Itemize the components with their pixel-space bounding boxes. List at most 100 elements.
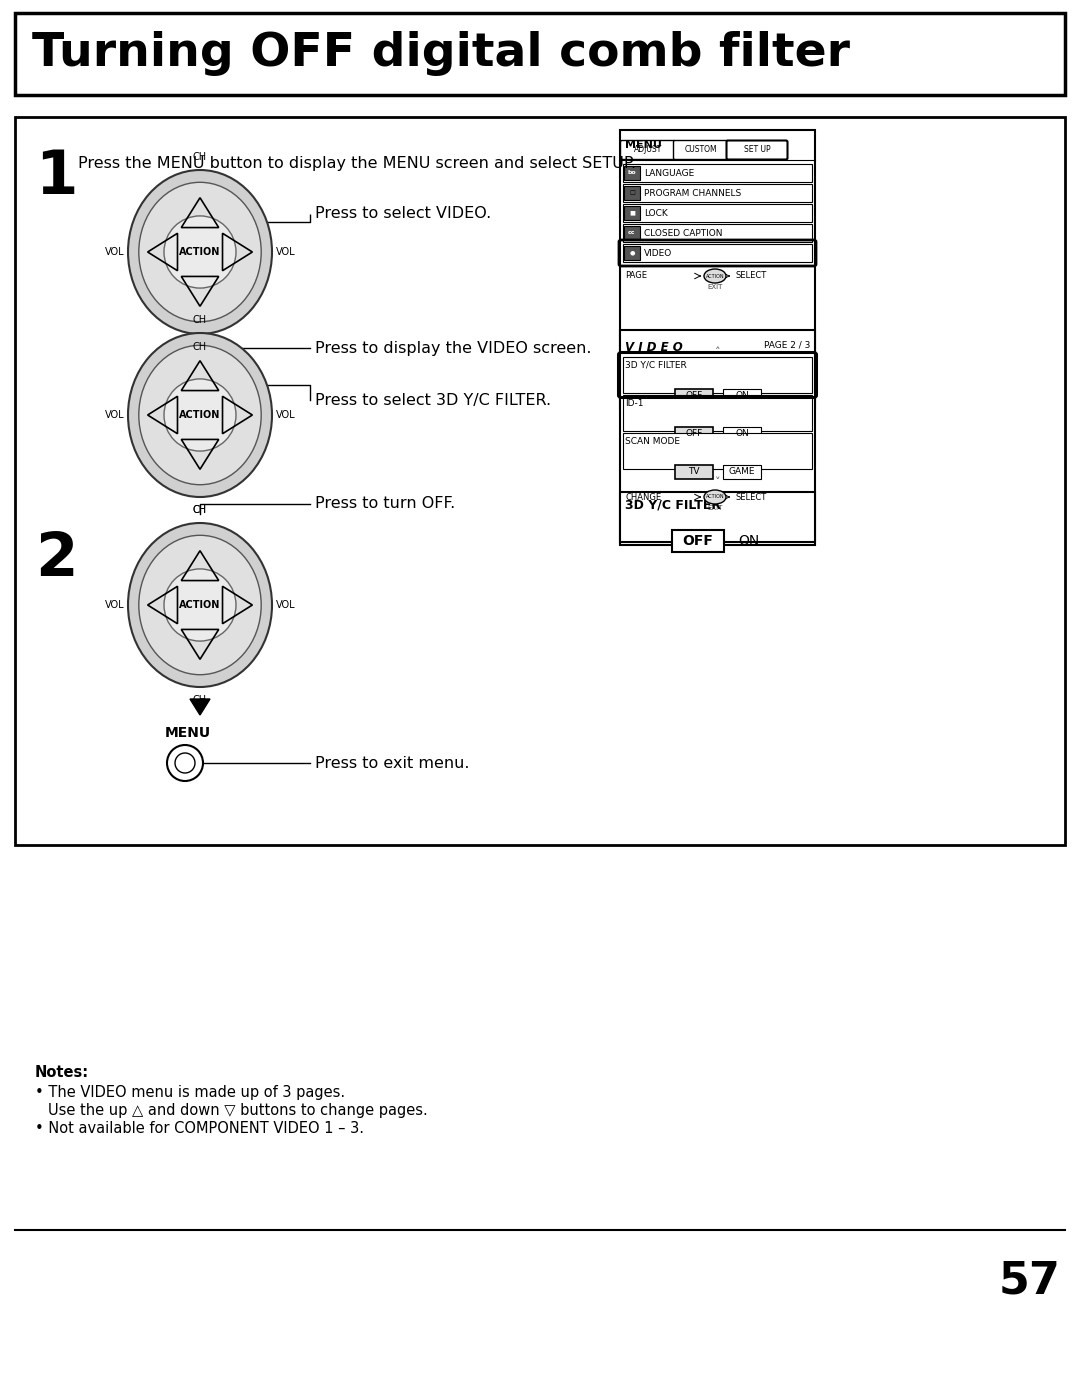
Text: Turning OFF digital comb filter: Turning OFF digital comb filter (32, 32, 850, 77)
Text: ˅: ˅ (715, 476, 720, 488)
Text: PAGE: PAGE (625, 271, 647, 281)
Text: CH: CH (193, 696, 207, 705)
Text: CH: CH (193, 506, 207, 515)
Text: • Not available for COMPONENT VIDEO 1 – 3.: • Not available for COMPONENT VIDEO 1 – … (35, 1120, 364, 1136)
FancyBboxPatch shape (723, 465, 761, 479)
Text: CH: CH (193, 504, 207, 515)
Text: 3D Y/C FILTER: 3D Y/C FILTER (625, 360, 687, 369)
Text: CH: CH (193, 314, 207, 324)
FancyBboxPatch shape (674, 141, 729, 159)
Text: MENU: MENU (165, 726, 211, 740)
FancyBboxPatch shape (623, 244, 812, 263)
Ellipse shape (139, 182, 261, 321)
Text: EXIT: EXIT (707, 284, 723, 291)
Text: ACTION: ACTION (705, 274, 725, 278)
Text: ADJUST: ADJUST (634, 145, 662, 155)
Text: OFF: OFF (686, 391, 703, 401)
Text: SELECT: SELECT (735, 493, 766, 502)
FancyBboxPatch shape (623, 204, 812, 222)
Text: ON: ON (739, 534, 759, 548)
FancyBboxPatch shape (623, 184, 812, 203)
FancyBboxPatch shape (675, 427, 713, 441)
Text: ID-1: ID-1 (625, 398, 644, 408)
Text: CUSTOM: CUSTOM (685, 145, 717, 155)
Text: OFF: OFF (683, 534, 714, 548)
FancyBboxPatch shape (624, 226, 640, 240)
Text: SELECT: SELECT (735, 271, 766, 281)
Text: ON: ON (735, 391, 748, 401)
Text: VOL: VOL (105, 599, 124, 610)
Text: ON: ON (735, 429, 748, 439)
Text: 2: 2 (35, 529, 78, 590)
Text: SCAN MODE: SCAN MODE (625, 436, 680, 446)
Text: GAME: GAME (729, 468, 755, 476)
Text: VOL: VOL (105, 409, 124, 420)
Text: VOL: VOL (275, 247, 295, 257)
Ellipse shape (139, 345, 261, 485)
Text: VOL: VOL (275, 599, 295, 610)
Ellipse shape (164, 379, 237, 451)
Text: PAGE 2 / 3: PAGE 2 / 3 (764, 341, 810, 351)
Text: OFF: OFF (686, 429, 703, 439)
Text: TV: TV (688, 468, 700, 476)
FancyBboxPatch shape (623, 224, 812, 242)
FancyBboxPatch shape (621, 141, 675, 159)
Ellipse shape (139, 535, 261, 675)
Text: 3D Y/C FILTER: 3D Y/C FILTER (625, 499, 721, 511)
Text: CHANGE: CHANGE (625, 493, 661, 502)
FancyBboxPatch shape (727, 141, 787, 159)
Ellipse shape (704, 490, 726, 504)
Text: Press to display the VIDEO screen.: Press to display the VIDEO screen. (315, 341, 592, 355)
Text: VIDEO: VIDEO (644, 249, 672, 257)
FancyBboxPatch shape (624, 246, 640, 260)
Ellipse shape (129, 332, 272, 497)
Text: CH: CH (193, 342, 207, 352)
Polygon shape (190, 698, 210, 715)
FancyBboxPatch shape (623, 163, 812, 182)
Text: VOL: VOL (275, 409, 295, 420)
FancyBboxPatch shape (672, 529, 724, 552)
Text: 57: 57 (998, 1260, 1059, 1303)
Text: ACTION: ACTION (705, 495, 725, 500)
Text: ˄: ˄ (715, 346, 720, 358)
Text: Press the MENU button to display the MENU screen and select SETUP.: Press the MENU button to display the MEN… (78, 156, 636, 170)
FancyBboxPatch shape (723, 388, 761, 402)
FancyBboxPatch shape (620, 330, 815, 545)
FancyBboxPatch shape (675, 465, 713, 479)
Ellipse shape (164, 217, 237, 288)
Text: Press to turn OFF.: Press to turn OFF. (315, 496, 456, 511)
Text: 1: 1 (35, 148, 78, 207)
Text: ACTION: ACTION (179, 409, 220, 420)
FancyBboxPatch shape (620, 130, 815, 408)
Text: cc: cc (629, 231, 636, 236)
Ellipse shape (129, 522, 272, 687)
FancyBboxPatch shape (15, 13, 1065, 95)
FancyBboxPatch shape (623, 395, 812, 432)
Ellipse shape (164, 569, 237, 641)
Ellipse shape (704, 270, 726, 284)
Text: EXIT: EXIT (707, 504, 723, 511)
Circle shape (175, 753, 195, 773)
Text: ACTION: ACTION (179, 247, 220, 257)
Text: ■: ■ (629, 211, 635, 215)
FancyBboxPatch shape (624, 186, 640, 200)
Text: MENU: MENU (625, 140, 662, 149)
Text: LANGUAGE: LANGUAGE (644, 169, 694, 177)
Text: • The VIDEO menu is made up of 3 pages.: • The VIDEO menu is made up of 3 pages. (35, 1085, 346, 1099)
Text: PROGRAM CHANNELS: PROGRAM CHANNELS (644, 189, 741, 197)
Ellipse shape (129, 170, 272, 334)
Text: Press to select VIDEO.: Press to select VIDEO. (315, 207, 491, 222)
Text: Press to select 3D Y/C FILTER.: Press to select 3D Y/C FILTER. (315, 393, 551, 408)
Text: V I D E O: V I D E O (625, 341, 683, 353)
FancyBboxPatch shape (624, 166, 640, 180)
FancyBboxPatch shape (623, 433, 812, 469)
FancyBboxPatch shape (623, 358, 812, 393)
Text: ACTION: ACTION (179, 599, 220, 610)
Text: □: □ (629, 190, 635, 196)
FancyBboxPatch shape (624, 205, 640, 219)
FancyBboxPatch shape (15, 117, 1065, 845)
Text: SET UP: SET UP (744, 145, 770, 155)
Text: VOL: VOL (105, 247, 124, 257)
Text: CH: CH (193, 152, 207, 162)
FancyBboxPatch shape (675, 388, 713, 402)
